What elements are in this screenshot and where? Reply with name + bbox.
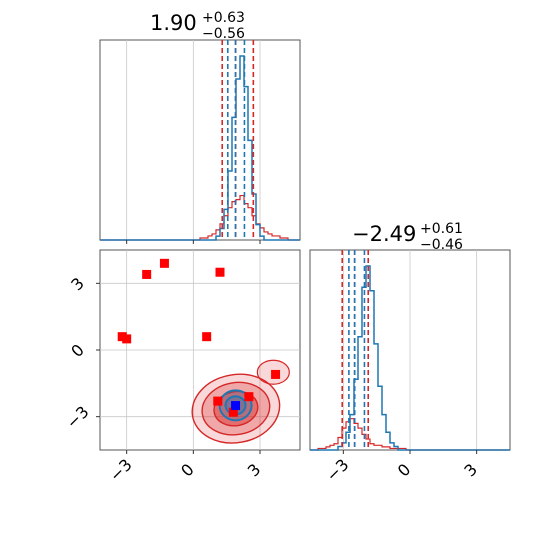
joint-red-marker-5: [202, 332, 212, 342]
joint-ytick-label-1: 0: [67, 340, 88, 361]
param2-title: −2.49: [352, 222, 416, 246]
param1-title-minus: −0.56: [202, 26, 245, 42]
hist-panel-param1-frame: [99, 39, 301, 241]
hist2-xtick-label-1: 0: [394, 460, 415, 481]
hist2-xtick-label-0: −3: [322, 455, 352, 485]
joint-red-marker-6: [271, 369, 281, 379]
hist-panel-param1: 1.90 +0.63 −0.56: [99, 10, 301, 244]
joint-panel: −3 0 3 −3 0 3: [63, 249, 301, 485]
joint-ytick-label-0: −3: [63, 402, 93, 432]
param1-title: 1.90: [150, 11, 197, 35]
hist2-posterior-histogram: [310, 265, 510, 451]
joint-ytick-label-2: 3: [67, 274, 88, 295]
joint-red-marker-9: [228, 407, 238, 417]
joint-red-marker-7: [213, 396, 223, 406]
joint-xtick-label-1: 0: [177, 460, 198, 481]
hist1-posterior-histogram: [100, 55, 300, 241]
joint-red-marker-8: [244, 392, 254, 402]
joint-red-marker-2: [215, 267, 225, 277]
joint-red-marker-4: [122, 334, 132, 344]
joint-red-marker-0: [159, 258, 169, 268]
hist1-prior-histogram: [100, 194, 300, 241]
hist-panel-param2: −3 0 3 −2.49 +0.61 −0.46: [309, 221, 511, 485]
param2-title-minus: −0.46: [420, 237, 463, 253]
param1-title-value: 1.90: [150, 11, 197, 35]
param1-title-plus: +0.63: [202, 10, 245, 26]
joint-xtick-label-2: 3: [244, 460, 265, 481]
hist2-xtick-label-2: 3: [460, 460, 481, 481]
joint-xtick-label-0: −3: [106, 455, 136, 485]
param2-title-plus: +0.61: [420, 221, 463, 237]
joint-red-marker-1: [142, 269, 152, 279]
joint-blue-marker-0: [231, 401, 241, 411]
param2-title-value: −2.49: [352, 222, 416, 246]
